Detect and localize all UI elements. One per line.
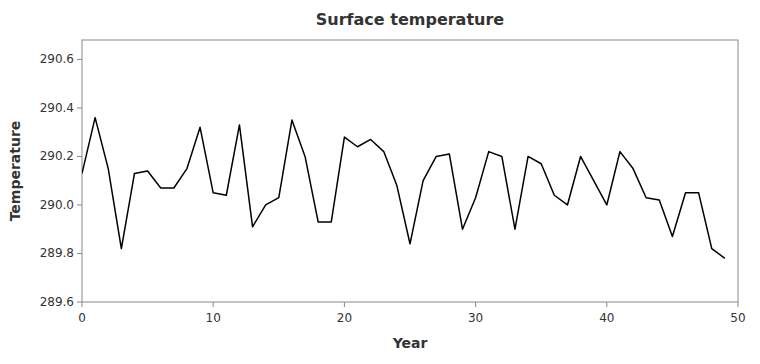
y-tick <box>77 253 82 254</box>
y-tick-label: 290.0 <box>40 198 74 212</box>
chart-title: Surface temperature <box>316 10 505 29</box>
temperature-line <box>82 118 725 259</box>
y-tick <box>77 107 82 108</box>
y-axis-label: Temperature <box>7 121 23 222</box>
y-tick <box>77 302 82 303</box>
y-tick-label: 290.6 <box>40 52 74 66</box>
x-tick-label: 20 <box>337 311 352 325</box>
y-tick <box>77 156 82 157</box>
plot-area <box>82 118 725 259</box>
x-tick <box>82 302 83 307</box>
y-tick-label: 290.4 <box>40 101 74 115</box>
x-tick-label: 40 <box>599 311 614 325</box>
plot-frame <box>82 40 738 302</box>
x-tick-label: 10 <box>206 311 221 325</box>
x-tick <box>213 302 214 307</box>
x-tick <box>344 302 345 307</box>
x-tick-label: 30 <box>468 311 483 325</box>
x-tick <box>475 302 476 307</box>
chart-svg: 0 10 20 30 40 50 289.6 289.8 290.0 290.2 290.4 290.… <box>0 0 760 364</box>
x-tick-label: 0 <box>78 311 86 325</box>
x-tick <box>606 302 607 307</box>
y-tick <box>77 59 82 60</box>
y-tick-label: 289.6 <box>40 295 74 309</box>
y-tick-label: 290.2 <box>40 149 74 163</box>
x-tick <box>738 302 739 307</box>
x-axis-label: Year <box>392 335 428 351</box>
chart-container: 0 10 20 30 40 50 289.6 289.8 290.0 290.2 290.4 290.… <box>0 0 760 364</box>
y-tick-label: 289.8 <box>40 246 74 260</box>
x-tick-label: 50 <box>730 311 745 325</box>
y-tick <box>77 204 82 205</box>
